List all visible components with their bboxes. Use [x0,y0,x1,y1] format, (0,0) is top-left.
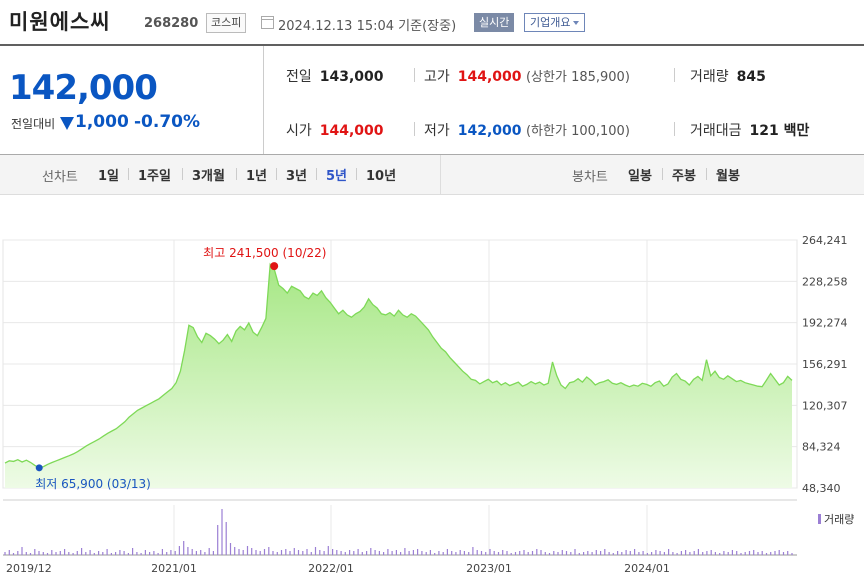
tab-1w[interactable]: 1주일 [138,169,171,184]
change-label: 전일대비 [11,117,56,131]
x-tick-label: 2024/01 [624,562,670,575]
change-percent: -0.70% [134,112,201,132]
tab-5y[interactable]: 5년 [326,169,348,184]
low-label: 저가 [424,123,450,139]
stat-low: 저가 142,000 (하한가 100,100) [424,120,630,140]
change-value: 1,000 [75,112,129,132]
divider [128,168,129,180]
x-tick-label: 2019/12 [6,562,52,575]
x-tick-label: 2021/01 [151,562,197,575]
chevron-down-icon [573,21,580,25]
candle-chart-label: 봉차트 [572,170,608,185]
y-tick-label: 228,258 [802,275,848,288]
x-tick-label: 2023/01 [466,562,512,575]
stat-volume: 거래량 845 [690,66,766,86]
prev-close-label: 전일 [286,69,312,85]
volume-value: 845 [736,69,766,85]
lower-limit: (하한가 100,100) [525,124,630,139]
divider [236,168,237,180]
tab-weekly[interactable]: 주봉 [672,169,696,184]
tab-3y[interactable]: 3년 [286,169,308,184]
divider [414,122,415,136]
stat-trade-value: 거래대금 121 백만 [690,120,809,140]
company-overview-label: 기업개요 [530,16,571,29]
volume-legend: 거래량 [818,511,854,527]
divider [674,68,675,82]
line-chart-label: 선차트 [42,170,78,185]
tab-1y[interactable]: 1년 [246,169,268,184]
header-divider [0,44,864,46]
stats-panel: 전일 143,000 고가 144,000 (상한가 185,900) 거래량 845… [264,46,864,154]
volume-label: 거래량 [690,69,729,85]
price-line [4,262,793,469]
high-marker [270,262,279,271]
stat-high: 고가 144,000 (상한가 185,900) [424,66,630,86]
stat-open: 시가 144,000 [286,120,384,140]
price-box: 142,000 전일대비 1,000 -0.70% [0,46,264,154]
company-overview-dropdown[interactable]: 기업개요 [524,13,586,32]
y-tick-label: 84,324 [802,441,841,454]
realtime-button[interactable]: 실시간 [474,13,515,32]
company-name[interactable]: 미원에스씨 [9,10,111,34]
divider [276,168,277,180]
stats-divider [0,154,864,155]
divider [414,68,415,82]
price-area [5,264,792,488]
quote-datetime: 2024.12.13 15:04 기준(장중) [278,19,457,34]
y-tick-label: 156,291 [802,358,848,371]
period-bar: 선차트 1일 1주일 3개월 1년 3년 5년 10년 봉차트 일봉 주봉 월봉 [0,155,864,195]
low-annotation: 최저 65,900 (03/13) [35,477,151,491]
volume-legend-label: 거래량 [824,513,855,526]
calendar-icon [261,16,274,29]
tab-10y[interactable]: 10년 [366,169,397,184]
divider [182,168,183,180]
divider [440,155,441,194]
y-tick-label: 120,307 [802,399,848,412]
high-label: 고가 [424,69,450,85]
y-tick-label: 48,340 [802,482,841,495]
y-tick-label: 264,241 [802,234,848,247]
low-value: 142,000 [457,123,522,139]
x-tick-label: 2022/01 [308,562,354,575]
y-tick-label: 192,274 [802,317,848,330]
tab-monthly[interactable]: 월봉 [716,169,740,184]
open-value: 144,000 [319,123,384,139]
divider [316,168,317,180]
trade-value-label: 거래대금 [690,123,742,139]
divider [356,168,357,180]
tab-1d[interactable]: 1일 [98,169,120,184]
tab-3m[interactable]: 3개월 [192,169,225,184]
stock-code: 268280 [144,16,199,31]
header: 미원에스씨 268280 코스피 2024.12.13 15:04 기준(장중)… [0,0,864,44]
divider [706,168,707,180]
divider [662,168,663,180]
upper-limit: (상한가 185,900) [525,70,630,85]
down-arrow-icon [60,117,74,130]
current-price: 142,000 [9,68,158,108]
tab-daily[interactable]: 일봉 [628,169,652,184]
market-badge: 코스피 [206,13,247,33]
trade-value-value: 121 백만 [749,123,810,139]
volume-swatch [818,514,821,524]
high-value: 144,000 [457,69,522,85]
high-annotation: 최고 241,500 (10/22) [203,246,326,260]
open-label: 시가 [286,123,312,139]
low-marker [35,464,43,472]
stat-prev-close: 전일 143,000 [286,66,384,86]
prev-close-value: 143,000 [319,69,384,85]
divider [674,122,675,136]
